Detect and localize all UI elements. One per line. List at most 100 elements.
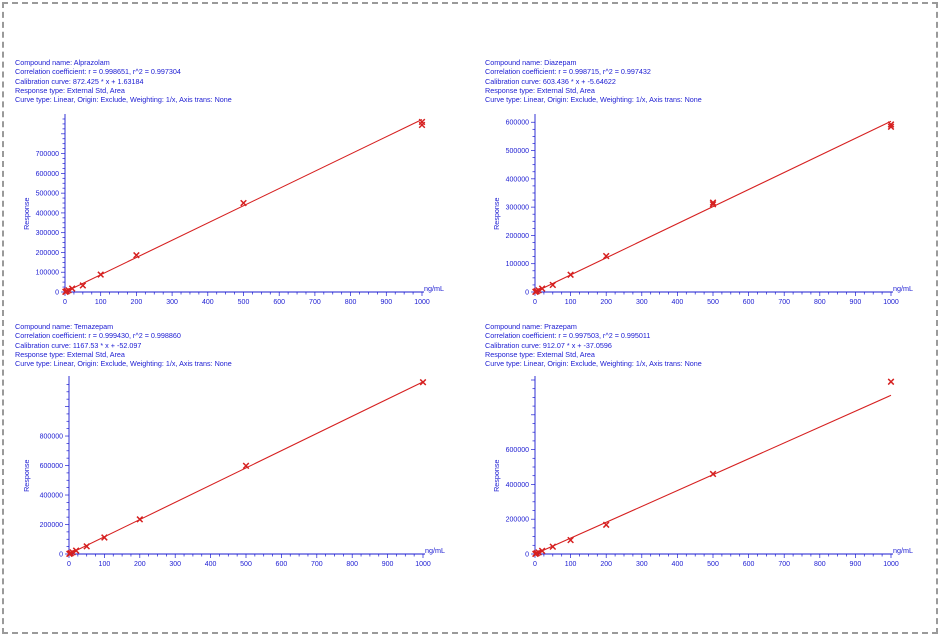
compound-name-line: Compound name: Diazepam (485, 58, 577, 67)
data-point-marker (567, 536, 574, 544)
data-point-marker (101, 534, 108, 541)
x-tick-label: 700 (778, 299, 790, 306)
data-point-marker (240, 199, 247, 207)
y-axis-label: Response (22, 198, 31, 230)
y-tick-label: 400000 (506, 176, 529, 183)
data-point-marker (549, 281, 557, 289)
data-point-cross (709, 470, 717, 478)
y-tick-label: 0 (525, 552, 529, 559)
calibration-fit-line (534, 120, 892, 293)
panel-info-block: Compound name: Diazepam Correlation coef… (485, 58, 925, 104)
y-axis-label: Response (492, 198, 501, 230)
data-point-cross (97, 271, 105, 278)
y-tick-label: 500000 (506, 148, 529, 155)
calibration-fit-line (64, 119, 423, 293)
data-point-marker (535, 286, 542, 294)
report-frame: Compound name: Alprazolam Correlation co… (2, 2, 938, 634)
x-tick-label: 900 (850, 299, 862, 306)
data-point-cross (419, 378, 427, 386)
compound-name-line: Compound name: Temazepam (15, 322, 114, 331)
data-point-marker (68, 285, 76, 292)
data-point-cross (418, 121, 426, 129)
y-tick-label: 400000 (36, 210, 59, 217)
data-point-marker (419, 378, 427, 386)
x-tick-label: 900 (382, 561, 394, 568)
data-point-marker (887, 123, 895, 131)
data-point-cross (538, 285, 546, 292)
x-tick-label: 700 (309, 299, 321, 306)
x-tick-label: 400 (672, 299, 684, 306)
y-tick-label: 0 (55, 290, 59, 297)
data-point-marker (83, 543, 91, 550)
data-point-cross (72, 547, 80, 554)
data-point-marker (133, 251, 140, 259)
data-point-marker (887, 378, 895, 386)
data-point-marker (602, 521, 610, 529)
compound-name-line: Compound name: Prazepam (485, 322, 577, 331)
data-point-cross (136, 516, 144, 523)
x-tick-label: 200 (131, 299, 143, 306)
x-tick-label: 100 (565, 299, 577, 306)
data-point-cross (65, 286, 72, 294)
x-tick-label: 200 (134, 561, 146, 568)
y-tick-label: 600000 (506, 447, 529, 454)
x-tick-label: 500 (240, 561, 252, 568)
x-tick-label: 0 (67, 561, 71, 568)
x-tick-label: 100 (565, 561, 577, 568)
x-tick-label: 600 (743, 299, 755, 306)
calibration-panel-temazepam: Compound name: Temazepam Correlation coe… (15, 322, 445, 584)
x-tick-label: 700 (778, 561, 790, 568)
data-point-cross (887, 378, 895, 386)
curve-type-line: Curve type: Linear, Origin: Exclude, Wei… (15, 95, 232, 105)
data-point-cross (602, 521, 610, 529)
data-point-cross (567, 271, 574, 279)
panel-info-block: Compound name: Prazepam Correlation coef… (485, 322, 925, 368)
data-point-marker (69, 548, 76, 556)
x-tick-label: 0 (533, 299, 537, 306)
data-point-cross (535, 286, 542, 294)
data-point-marker (549, 543, 557, 551)
y-tick-label: 700000 (36, 151, 59, 158)
y-tick-label: 600000 (40, 463, 63, 470)
x-tick-label: 800 (814, 299, 826, 306)
data-point-cross (538, 547, 546, 555)
x-tick-label: 0 (63, 299, 67, 306)
y-tick-label: 800000 (40, 434, 63, 441)
x-tick-label: 600 (276, 561, 288, 568)
x-tick-label: 100 (95, 299, 107, 306)
data-point-cross (242, 462, 250, 470)
data-point-marker (538, 547, 546, 555)
correlation-line: Correlation coefficient: r = 0.997503, r… (485, 331, 651, 341)
data-point-marker (709, 200, 717, 208)
x-tick-label: 300 (636, 299, 648, 306)
x-tick-label: 400 (202, 299, 214, 306)
y-tick-label: 0 (59, 552, 63, 559)
calibration-curve-line: Calibration curve: 1167.53 * x + -52.097 (15, 340, 142, 350)
curve-type-line: Curve type: Linear, Origin: Exclude, Wei… (15, 359, 232, 369)
data-point-cross (69, 548, 76, 556)
calibration-plot-alprazolam: 0 100 200 300 400 500 600 700 800 900 1000 0 100000 2… (22, 114, 444, 306)
y-tick-label: 400000 (40, 493, 63, 500)
data-point-marker (709, 199, 717, 206)
y-tick-label: 300000 (36, 230, 59, 237)
data-point-marker (136, 516, 144, 523)
calibration-fit-line (68, 381, 424, 555)
x-tick-label: 300 (169, 561, 181, 568)
y-tick-label: 200000 (40, 522, 63, 529)
data-point-marker (242, 462, 250, 470)
data-point-cross (602, 252, 610, 260)
correlation-line: Correlation coefficient: r = 0.998651, r… (15, 67, 181, 77)
data-point-cross (709, 199, 717, 206)
x-tick-label: 1000 (414, 299, 430, 306)
x-tick-label: 1000 (883, 561, 899, 568)
data-point-marker (538, 285, 546, 292)
x-tick-label: 600 (743, 561, 755, 568)
response-type-line: Response type: External Std, Area (485, 85, 595, 95)
data-point-cross (709, 200, 717, 208)
response-type-line: Response type: External Std, Area (15, 349, 125, 359)
data-point-marker (567, 271, 574, 279)
data-point-marker (97, 271, 105, 278)
correlation-line: Correlation coefficient: r = 0.998715, r… (485, 67, 651, 77)
calibration-curve-line: Calibration curve: 872.425 * x + 1.63184 (15, 76, 144, 86)
calibration-curve-line: Calibration curve: 912.07 * x + -37.0596 (485, 340, 612, 350)
